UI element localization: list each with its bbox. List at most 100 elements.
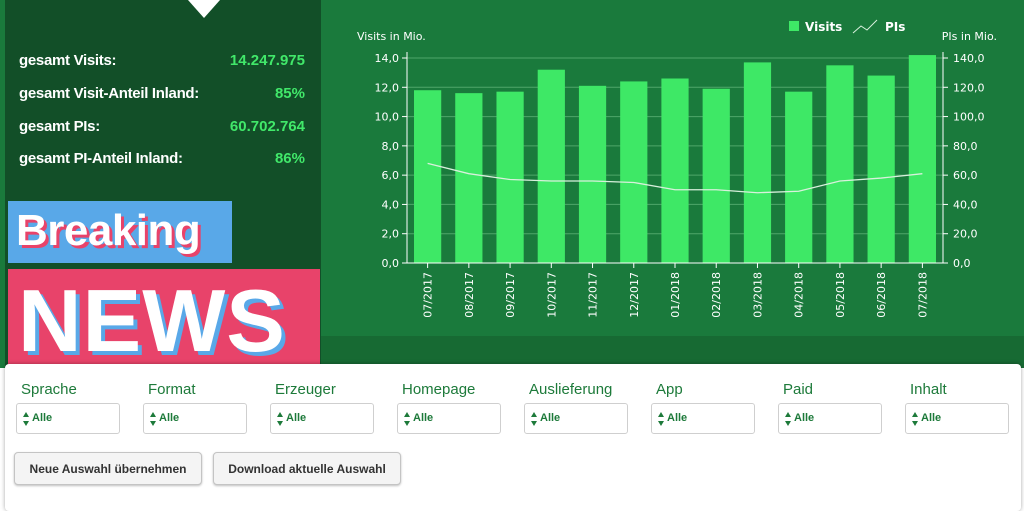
bars [414,55,936,264]
visits-bar [743,62,772,264]
x-tick-label: 10/2017 [545,272,558,318]
visits-chart: Visits in Mio. PIs in Mio. Visits PIs 0,… [357,19,997,318]
right-tick-label: 20,0 [953,228,978,241]
filter-select-erzeuger[interactable]: Alle [270,403,374,434]
left-tick-label: 14,0 [375,52,400,65]
visits-bar [702,88,730,263]
updown-arrows-icon [23,412,29,426]
filter-label-homepage: Homepage [402,381,476,398]
x-tick-label: 05/2018 [834,272,847,318]
filter-label-app: App [656,381,683,398]
filter-value-paid: Alle [794,412,815,424]
x-tick-label: 07/2018 [916,272,929,318]
visits-bar [908,55,936,264]
visits-bar [826,65,854,263]
right-tick-label: 100,0 [953,111,985,124]
filter-select-auslieferung[interactable]: Alle [524,403,628,434]
x-tick-label: 09/2017 [504,272,517,318]
visits-bar [620,81,648,263]
visits-bar [455,93,483,264]
x-tick-label: 11/2017 [587,272,600,318]
filter-label-inhalt: Inhalt [910,381,947,398]
legend-visits-label: Visits [805,20,842,34]
left-axis-label: Visits in Mio. [357,30,426,43]
filter-label-erzeuger: Erzeuger [275,381,336,398]
x-tick-label: 04/2018 [793,272,806,318]
x-tick-label: 02/2018 [710,272,723,318]
left-tick-label: 6,0 [382,169,400,182]
x-tick-label: 06/2018 [875,272,888,318]
stat-label-visits: gesamt Visits: [19,52,117,69]
filter-label-paid: Paid [783,381,814,398]
filter-value-homepage: Alle [413,412,434,424]
visits-bar [496,91,524,263]
filter-value-format: Alle [159,412,180,424]
stat-value-pis: 60.702.764 [229,118,305,135]
filter-select-inhalt[interactable]: Alle [905,403,1009,434]
stat-value-visit-share: 85% [274,85,305,102]
filter-select-homepage[interactable]: Alle [397,403,501,434]
news-text: NEWS [18,271,286,370]
left-tick-label: 10,0 [375,111,400,124]
filter-value-erzeuger: Alle [286,412,307,424]
stat-label-visit-share: gesamt Visit-Anteil Inland: [19,85,199,102]
x-tick-label: 03/2018 [751,272,764,318]
updown-arrows-icon [658,412,664,426]
left-tick-label: 4,0 [382,198,400,211]
x-tick-label: 12/2017 [628,272,641,318]
updown-arrows-icon [277,412,283,426]
updown-arrows-icon [150,412,156,426]
stat-value-pi-share: 86% [274,150,305,167]
right-tick-label: 140,0 [953,52,985,65]
chart-footer-band [321,336,1024,368]
stat-label-pi-share: gesamt PI-Anteil Inland: [19,150,183,167]
legend-visits-swatch [789,21,799,31]
x-tick-label: 01/2018 [669,272,682,318]
visits-bar [867,75,895,263]
filter-label-sprache: Sprache [21,381,77,398]
visits-bar [578,85,607,263]
right-tick-label: 0,0 [953,257,971,270]
filter-value-auslieferung: Alle [540,412,561,424]
visits-bar [537,69,565,263]
filter-value-inhalt: Alle [921,412,942,424]
x-tick-label: 08/2017 [463,272,476,318]
news-banner: NEWS [8,269,320,370]
stat-label-pis: gesamt PIs: [19,118,100,135]
legend-pis-label: PIs [885,20,905,34]
axes: 0,0 0,0 2,0 20,0 4,0 40,0 6,0 60,0 8,0 80,0 10,0 10… [375,52,985,318]
left-tick-label: 2,0 [382,228,400,241]
top-panel: gesamt Visits: 14.247.975 gesamt Visit-A… [0,0,1024,370]
filter-select-app[interactable]: Alle [651,403,755,434]
left-tick-label: 0,0 [382,257,400,270]
apply-selection-button[interactable]: Neue Auswahl übernehmen [14,452,202,485]
right-tick-label: 120,0 [953,81,985,94]
x-tick-label: 07/2017 [422,272,435,318]
stat-value-visits: 14.247.975 [229,52,305,69]
legend-pis-line-icon [852,19,878,34]
right-axis-label: PIs in Mio. [942,30,997,43]
filter-value-app: Alle [667,412,688,424]
breaking-banner: Breaking [8,201,232,263]
visits-bar [661,78,689,263]
filter-label-format: Format [148,381,196,398]
filter-panel: Sprache Alle Format Alle Erzeuger Alle H… [5,364,1021,511]
visits-bar [414,90,442,263]
filter-value-sprache: Alle [32,412,53,424]
filter-select-format[interactable]: Alle [143,403,247,434]
updown-arrows-icon [404,412,410,426]
left-tick-label: 8,0 [382,140,400,153]
right-tick-label: 40,0 [953,198,978,211]
pis-line [427,162,923,194]
filter-select-sprache[interactable]: Alle [16,403,120,434]
right-tick-label: 80,0 [953,140,978,153]
updown-arrows-icon [912,412,918,426]
updown-arrows-icon [785,412,791,426]
filter-select-paid[interactable]: Alle [778,403,882,434]
pi-line [427,162,923,194]
right-tick-label: 60,0 [953,169,978,182]
panel-notch [188,0,220,18]
updown-arrows-icon [531,412,537,426]
left-tick-label: 12,0 [375,81,400,94]
download-selection-button[interactable]: Download aktuelle Auswahl [213,452,401,485]
